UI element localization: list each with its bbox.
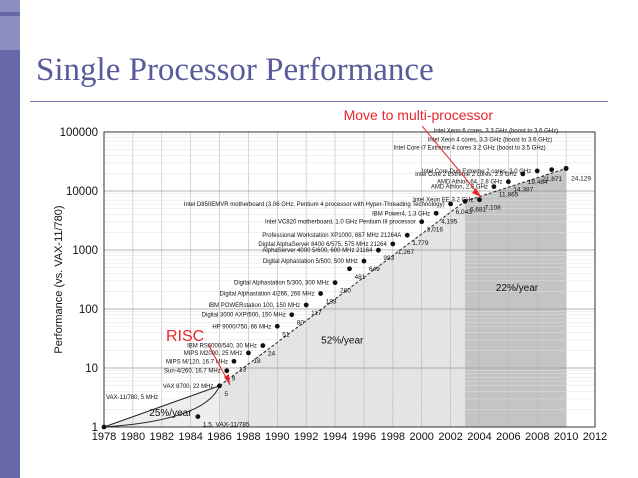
data-value-label: 21,871 (542, 176, 562, 183)
data-value-label: 117 (311, 310, 322, 317)
x-tick-label: 1994 (323, 431, 347, 443)
x-tick-label: 1978 (92, 431, 116, 443)
data-point-label: Intel VC820 motherboard, 1.0 GHz Pentium… (265, 220, 416, 226)
x-tick-label: 1986 (207, 431, 231, 443)
x-tick-label: 1996 (352, 431, 376, 443)
data-point (477, 197, 482, 202)
data-point (217, 383, 222, 388)
data-point-label: Intel Core i7 Extreme 4 cores 3.2 GHz (b… (394, 146, 546, 152)
y-axis-label: Performance (vs. VAX-11/780) (53, 205, 65, 353)
multiprocessor-annotation: Move to multi-processor (344, 107, 494, 123)
data-point-label: Digital AlphaServer 8400 6/575, 575 MHz … (258, 242, 387, 248)
x-tick-label: 1990 (265, 431, 289, 443)
region-label: 25%/year (149, 408, 192, 419)
data-value-label: 13 (239, 366, 247, 373)
data-value-label: 649 (369, 266, 380, 273)
data-point (549, 167, 554, 172)
x-tick-label: 1998 (381, 431, 405, 443)
data-value-label: 280 (340, 288, 351, 295)
data-point (419, 219, 424, 224)
data-point-label: Intel D850EMVR motherboard (3.06 GHz, Pe… (184, 202, 445, 208)
data-value-label: 4,195 (441, 218, 458, 225)
data-value-label: 993 (383, 255, 394, 262)
data-point (506, 179, 511, 184)
data-point (535, 169, 540, 174)
data-point (347, 266, 352, 271)
data-point-label: IBM Power4, 1.3 GHz (372, 211, 430, 217)
y-tick-label: 1000 (72, 245, 98, 257)
data-value-label: 80 (297, 320, 305, 327)
y-tick-label: 10 (85, 363, 98, 375)
data-value-label: 183 (326, 299, 337, 306)
data-point (304, 303, 309, 308)
data-value-label: 1,779 (412, 240, 429, 247)
data-point (376, 248, 381, 253)
y-tick-label: 100 (79, 304, 98, 316)
data-value-label: 14,387 (513, 187, 533, 194)
data-point-label: Intel Xeon 6 cores, 3.3 GHz (boost to 3.… (434, 128, 558, 134)
data-point (362, 259, 367, 264)
data-point (232, 359, 237, 364)
data-value-label: 24 (268, 351, 276, 358)
x-tick-label: 2004 (467, 431, 491, 443)
data-point (405, 233, 410, 238)
data-point-label: VAX-11/780, 5 MHz (106, 395, 158, 401)
region-label: 52%/year (321, 336, 364, 347)
x-tick-label: 2002 (438, 431, 462, 443)
x-tick-label: 1984 (178, 431, 202, 443)
x-tick-label: 1980 (121, 431, 145, 443)
data-point (102, 425, 107, 430)
data-point-label: Intel Xeon EE 3.2 GHz (413, 198, 473, 204)
data-value-label: 3,016 (427, 227, 444, 234)
data-point-label: IBM POWERstation 100, 150 MHz (208, 303, 300, 309)
data-point (275, 324, 280, 329)
data-point-label: Intel Core Duo Extreme 2 cores, 3.0 GHz (422, 169, 531, 175)
data-point (564, 166, 569, 171)
data-point-label: AlphaServer 4000 5/600, 600 MHz 21164 (262, 248, 373, 254)
data-value-label: 7,108 (484, 205, 501, 212)
data-value-label: 51 (282, 331, 290, 338)
data-point (434, 211, 439, 216)
data-point (333, 280, 338, 285)
data-point-label: Intel Xeon 4 cores, 3.3 GHz (boost to 3.… (428, 137, 552, 143)
data-point-label: VAX 8700, 22 MHz (163, 384, 214, 390)
data-point-label: Digital Alphastation 5/500, 500 MHz (263, 259, 358, 265)
data-point (260, 343, 265, 348)
data-point (318, 291, 323, 296)
x-tick-label: 1982 (150, 431, 174, 443)
data-value-label: 1,267 (398, 249, 415, 256)
x-tick-label: 2008 (525, 431, 549, 443)
data-point-label: Digital 3000 AXP/500, 150 MHz (202, 313, 286, 319)
x-tick-label: 1988 (236, 431, 260, 443)
data-point (224, 368, 229, 373)
region-label: 22%/year (496, 283, 539, 294)
x-tick-label: 2000 (409, 431, 433, 443)
data-point (289, 312, 294, 317)
x-tick-label: 1992 (294, 431, 318, 443)
data-value-label: 481 (355, 274, 366, 281)
x-tick-label: 2006 (496, 431, 520, 443)
data-value-label: 5 (225, 391, 229, 398)
data-point (195, 414, 200, 419)
data-point-label: Digital Alphastation 5/300, 300 MHz (234, 281, 329, 287)
data-point-label: Professional Workstation XP1000, 667 MHz… (262, 233, 401, 239)
data-value-label: 24,129 (571, 175, 591, 182)
data-value-label: 18 (253, 358, 261, 365)
x-tick-label: 2010 (554, 431, 578, 443)
data-point (246, 351, 251, 356)
data-value-label: 9 (232, 376, 236, 383)
y-tick-label: 10000 (66, 186, 98, 198)
data-point (390, 242, 395, 247)
data-point-label: Sun-4/260, 16.7 MHz (164, 369, 221, 375)
x-tick-label: 2012 (583, 431, 607, 443)
data-point-label: HP 9000/750, 66 MHz (212, 324, 271, 330)
data-point-label: Digital Alphastation 4/266, 266 MHz (220, 292, 315, 298)
y-tick-label: 100000 (60, 127, 98, 139)
data-value-label: 1.5, VAX-11/785 (203, 422, 250, 429)
risc-annotation: RISC (166, 328, 204, 345)
